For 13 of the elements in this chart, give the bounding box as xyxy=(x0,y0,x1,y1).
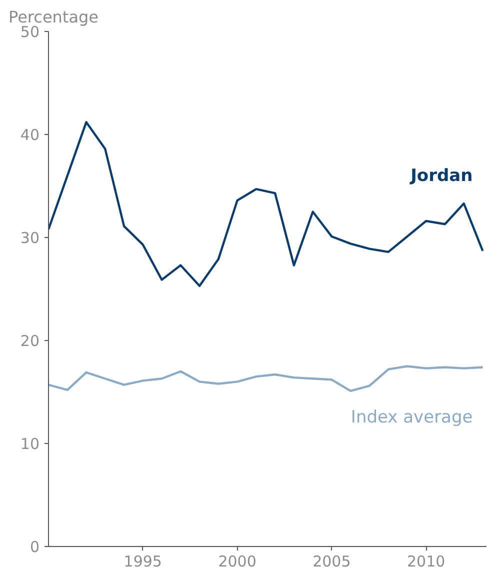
y-tick-label: 10 xyxy=(20,435,40,453)
y-tick-label: 30 xyxy=(20,229,40,247)
line-series xyxy=(48,365,484,392)
y-tick-label: 0 xyxy=(30,538,40,556)
y-tick-label: 20 xyxy=(20,332,40,350)
series-label: Jordan xyxy=(410,166,473,186)
x-tick-label: 2000 xyxy=(218,552,256,570)
line-series xyxy=(48,121,484,288)
x-tick-label: 2010 xyxy=(407,552,446,570)
x-tick-label: 1995 xyxy=(124,552,162,570)
y-tick-label: 40 xyxy=(20,126,40,144)
series-label: Index average xyxy=(350,407,473,428)
x-tick-label: 2005 xyxy=(312,552,351,570)
